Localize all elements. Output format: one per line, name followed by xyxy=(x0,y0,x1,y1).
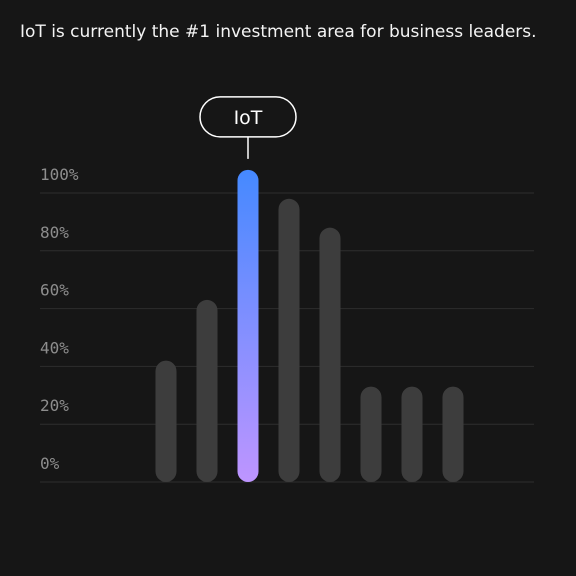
bar-highlighted xyxy=(237,169,259,482)
y-tick-label: 0% xyxy=(40,454,60,473)
callout-label: IoT xyxy=(234,107,263,129)
chart-headline: IoT is currently the #1 investment area … xyxy=(20,22,537,42)
bar xyxy=(442,386,464,482)
callout: IoT xyxy=(199,96,297,159)
bar xyxy=(360,386,382,482)
y-tick-label: 60% xyxy=(40,281,69,300)
bar xyxy=(401,386,423,482)
bar xyxy=(319,227,341,482)
y-tick-label: 100% xyxy=(40,165,79,184)
y-tick-label: 40% xyxy=(40,338,69,357)
bar xyxy=(196,299,218,482)
y-tick-label: 20% xyxy=(40,396,69,415)
bar xyxy=(155,360,177,482)
y-tick-label: 80% xyxy=(40,223,69,242)
bars xyxy=(155,169,464,482)
bar xyxy=(278,198,300,482)
y-axis-ticks: 0% 20% 40% 60% 80% 100% xyxy=(40,165,79,473)
